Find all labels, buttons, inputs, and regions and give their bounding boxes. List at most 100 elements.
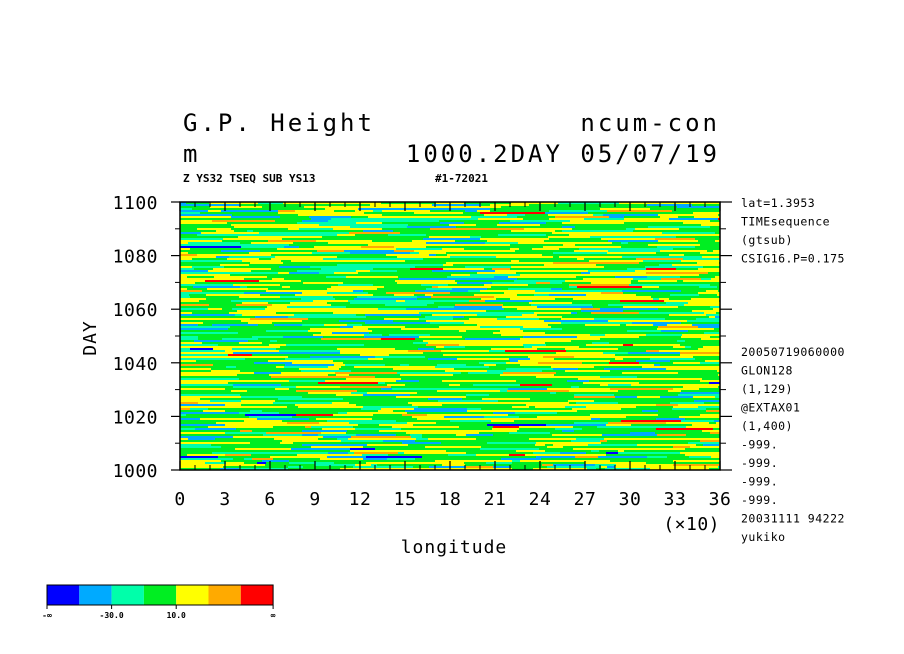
heatmap-cell bbox=[203, 384, 233, 386]
heatmap-cell bbox=[464, 322, 515, 324]
heatmap-cell bbox=[429, 254, 436, 256]
heatmap-cell bbox=[223, 244, 229, 246]
heatmap-cell bbox=[180, 364, 213, 366]
heatmap-cell bbox=[571, 312, 577, 314]
heatmap-cell bbox=[180, 258, 186, 260]
heatmap-cell bbox=[505, 262, 526, 264]
heatmap-cell bbox=[337, 438, 348, 440]
heatmap-cell bbox=[271, 210, 278, 212]
heatmap-cell bbox=[294, 314, 356, 316]
heatmap-cell bbox=[353, 290, 363, 292]
heatmap-cell bbox=[648, 244, 700, 246]
heatmap-cell bbox=[499, 222, 546, 224]
heatmap-cell bbox=[373, 352, 423, 354]
heatmap-cell bbox=[547, 334, 590, 336]
heatmap-cell bbox=[392, 388, 444, 390]
heatmap-cell bbox=[660, 216, 678, 218]
heatmap-cell bbox=[565, 406, 586, 408]
heatmap-cell bbox=[687, 320, 720, 322]
heatmap-cell bbox=[572, 408, 621, 410]
heatmap-cell bbox=[316, 418, 372, 420]
heatmap-cell bbox=[461, 402, 522, 404]
heatmap-cell bbox=[406, 216, 471, 218]
heatmap-cell bbox=[236, 304, 272, 306]
heatmap-cell bbox=[435, 366, 489, 368]
heatmap-cell bbox=[188, 438, 198, 440]
heatmap-cell bbox=[467, 460, 506, 462]
colorbar-swatch bbox=[208, 585, 241, 605]
heatmap-cell bbox=[286, 344, 326, 346]
heatmap-cell bbox=[694, 400, 720, 402]
heatmap-cell bbox=[336, 394, 363, 396]
heatmap-cell bbox=[560, 290, 622, 292]
heatmap-cell bbox=[383, 440, 415, 442]
heatmap-cell bbox=[332, 402, 349, 404]
heatmap-cell bbox=[703, 346, 720, 348]
heatmap-cell bbox=[206, 294, 260, 296]
heatmap-cell bbox=[427, 414, 438, 416]
heatmap-cell bbox=[239, 412, 260, 414]
heatmap-cell bbox=[321, 268, 367, 270]
heatmap-cell bbox=[534, 312, 541, 314]
heatmap-cell bbox=[680, 452, 720, 454]
heatmap-cell bbox=[681, 336, 695, 338]
heatmap-cell bbox=[570, 220, 614, 222]
heatmap-cell bbox=[542, 464, 553, 466]
heatmap-cell bbox=[553, 368, 578, 370]
heatmap-cell bbox=[191, 374, 237, 376]
heatmap-cell bbox=[562, 230, 613, 232]
heatmap-cell bbox=[637, 396, 660, 398]
heatmap-cell bbox=[278, 424, 314, 426]
heatmap-cell bbox=[538, 362, 582, 364]
heatmap-cell bbox=[442, 464, 465, 466]
heatmap-cell bbox=[277, 248, 337, 250]
heatmap-cell bbox=[590, 236, 641, 238]
x-tick-label: 12 bbox=[349, 489, 372, 510]
heatmap-cell bbox=[587, 468, 596, 470]
heatmap-cell bbox=[228, 464, 265, 466]
heatmap-cell bbox=[615, 466, 669, 468]
heatmap-cell bbox=[659, 264, 672, 266]
heatmap-cell bbox=[633, 356, 693, 358]
heatmap-cell bbox=[248, 302, 268, 304]
heatmap-cell bbox=[511, 230, 555, 232]
heatmap-cell bbox=[494, 296, 550, 298]
heatmap-cell bbox=[363, 230, 393, 232]
heatmap-cell bbox=[533, 324, 548, 326]
colorbar-swatch bbox=[47, 585, 80, 605]
heatmap-cell bbox=[284, 366, 328, 368]
heatmap-cell bbox=[241, 400, 275, 402]
heatmap-cell bbox=[221, 250, 260, 252]
heatmap-cell bbox=[285, 364, 334, 366]
heatmap-cell bbox=[658, 214, 718, 216]
heatmap-cell bbox=[180, 394, 240, 396]
heatmap-cell bbox=[368, 310, 415, 312]
heatmap-cell bbox=[367, 444, 408, 446]
heatmap-cell bbox=[266, 330, 308, 332]
heatmap-cell bbox=[311, 218, 331, 220]
heatmap-cell bbox=[368, 244, 432, 246]
heatmap-cell bbox=[242, 260, 281, 262]
heatmap-cell bbox=[621, 420, 681, 422]
heatmap-cell bbox=[209, 202, 258, 204]
heatmap-cell bbox=[556, 352, 603, 354]
heatmap-cell bbox=[180, 326, 230, 328]
heatmap-cell bbox=[578, 378, 609, 380]
heatmap-cell bbox=[444, 346, 465, 348]
heatmap-cell bbox=[180, 360, 196, 362]
heatmap-cell bbox=[180, 222, 227, 224]
heatmap-cell bbox=[693, 212, 720, 214]
heatmap-cell bbox=[212, 220, 275, 222]
heatmap-cell bbox=[232, 308, 265, 310]
heatmap-cell bbox=[412, 404, 433, 406]
x-tick-label: 0 bbox=[174, 489, 185, 510]
heatmap-cell bbox=[673, 260, 681, 262]
heatmap-cell bbox=[681, 420, 714, 422]
heatmap-cell bbox=[575, 456, 598, 458]
heatmap-cell bbox=[455, 304, 503, 306]
heatmap-cell bbox=[355, 428, 401, 430]
heatmap-cell bbox=[252, 336, 283, 338]
heatmap-cell bbox=[601, 292, 623, 294]
heatmap-cell bbox=[180, 396, 227, 398]
heatmap-cell bbox=[518, 360, 531, 362]
